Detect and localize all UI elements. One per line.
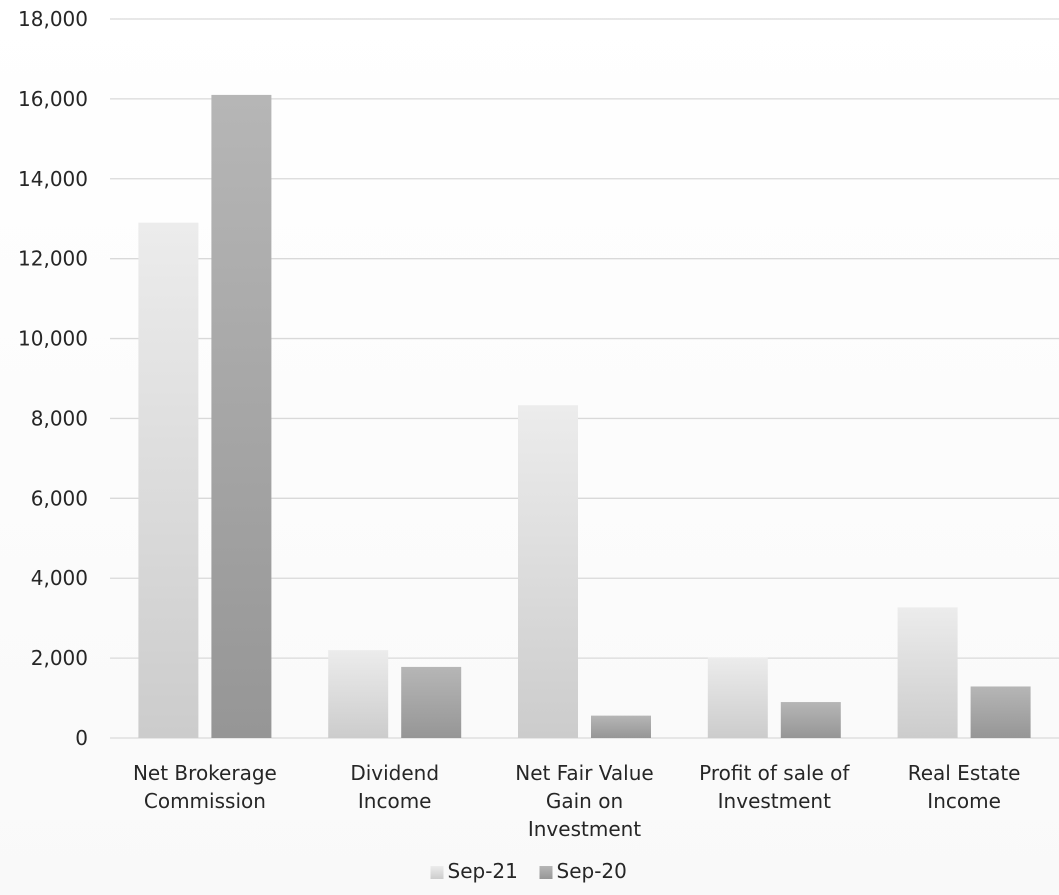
y-tick-label: 0 (75, 726, 88, 750)
category-label: Net Fair Value (515, 761, 653, 785)
bar-sep-21 (138, 222, 199, 738)
y-tick-label: 8,000 (31, 406, 88, 430)
bar-sep-20 (401, 666, 462, 738)
y-axis-tick-labels: 0 2,000 4,000 6,000 8,000 10,000 12,000 14,000 1… (18, 7, 88, 750)
x-axis-category-labels: Net Brokerage Commission Dividend Income Net… (133, 761, 1021, 841)
bar-sep-20 (970, 686, 1031, 738)
legend-label: Sep-21 (448, 859, 518, 883)
y-tick-label: 14,000 (18, 167, 88, 191)
bar-sep-20 (591, 715, 651, 738)
category-label: Income (358, 789, 432, 813)
bar-sep-20 (780, 702, 841, 738)
y-tick-label: 12,000 (18, 247, 88, 271)
y-tick-label: 2,000 (31, 646, 88, 670)
bars (138, 94, 1031, 738)
category-label: Real Estate (908, 761, 1021, 785)
legend-label: Sep-20 (557, 859, 627, 883)
bar-sep-21 (897, 607, 958, 738)
legend-swatch-sep-20 (539, 866, 553, 879)
y-tick-label: 10,000 (18, 327, 88, 351)
category-label: Dividend (350, 761, 439, 785)
category-label: Commission (144, 789, 266, 813)
category-label: Income (927, 789, 1001, 813)
y-tick-label: 18,000 (18, 7, 88, 31)
category-label: Investment (718, 789, 831, 813)
category-label: Gain on (546, 789, 623, 813)
bar-sep-21 (328, 650, 389, 738)
y-tick-label: 4,000 (31, 566, 88, 590)
category-label: Profit of sale of (699, 761, 850, 785)
category-label: Investment (528, 817, 641, 841)
bar-sep-21 (518, 405, 578, 738)
legend: Sep-21 Sep-20 (430, 859, 627, 883)
y-tick-label: 6,000 (31, 486, 88, 510)
legend-swatch-sep-21 (430, 866, 444, 879)
y-tick-label: 16,000 (18, 87, 88, 111)
category-label: Net Brokerage (133, 761, 277, 785)
bar-sep-21 (707, 657, 768, 738)
bar-sep-20 (211, 94, 272, 738)
